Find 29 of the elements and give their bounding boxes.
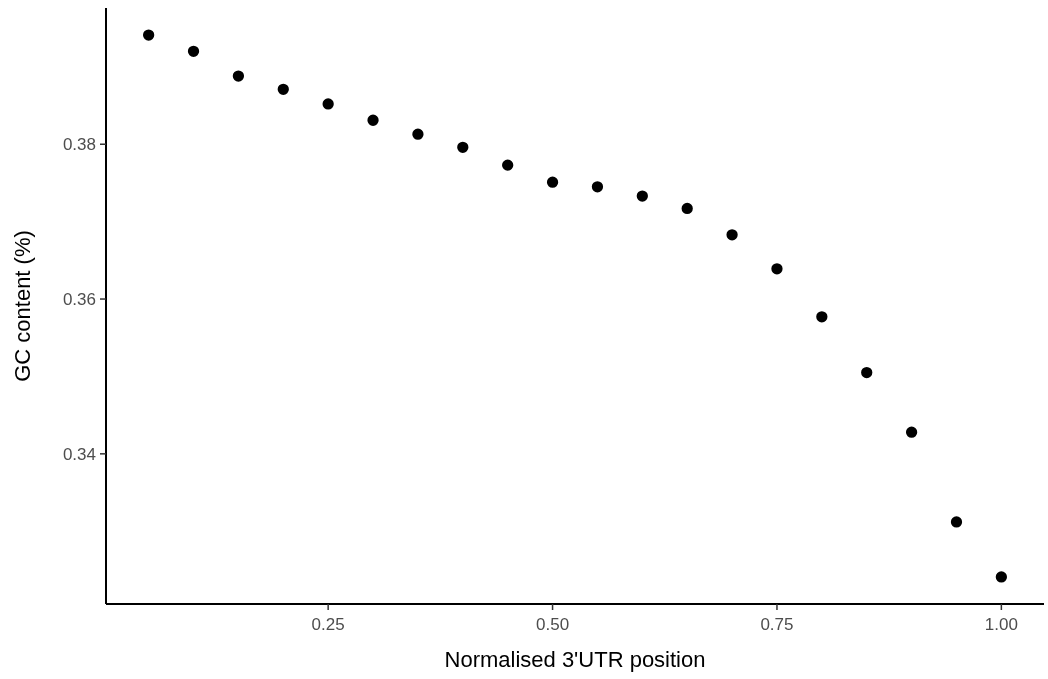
x-axis-title: Normalised 3'UTR position	[444, 647, 706, 672]
y-tick-label: 0.36	[62, 289, 96, 309]
y-tick-label: 0.38	[62, 135, 96, 155]
y-tick-label: 0.34	[62, 444, 96, 464]
point	[457, 141, 469, 153]
point	[950, 516, 963, 528]
point	[232, 70, 245, 82]
point	[277, 83, 289, 95]
point	[771, 263, 783, 275]
point	[905, 426, 918, 438]
x-tick-label: 1.00	[984, 615, 1018, 634]
point	[995, 571, 1008, 583]
point	[861, 366, 873, 379]
point	[726, 229, 738, 241]
x-tick-label: 0.25	[311, 615, 345, 634]
point	[502, 159, 514, 171]
point	[591, 181, 604, 193]
point	[816, 311, 828, 323]
point	[367, 114, 379, 126]
point	[412, 128, 424, 140]
x-tick-label: 0.50	[536, 615, 570, 634]
y-axis-title: GC content (%)	[10, 230, 35, 382]
point	[636, 190, 648, 202]
point	[546, 176, 559, 188]
point	[322, 98, 334, 110]
point	[142, 29, 155, 41]
x-tick-label: 0.75	[760, 615, 794, 634]
point	[681, 202, 693, 215]
point	[187, 45, 200, 57]
